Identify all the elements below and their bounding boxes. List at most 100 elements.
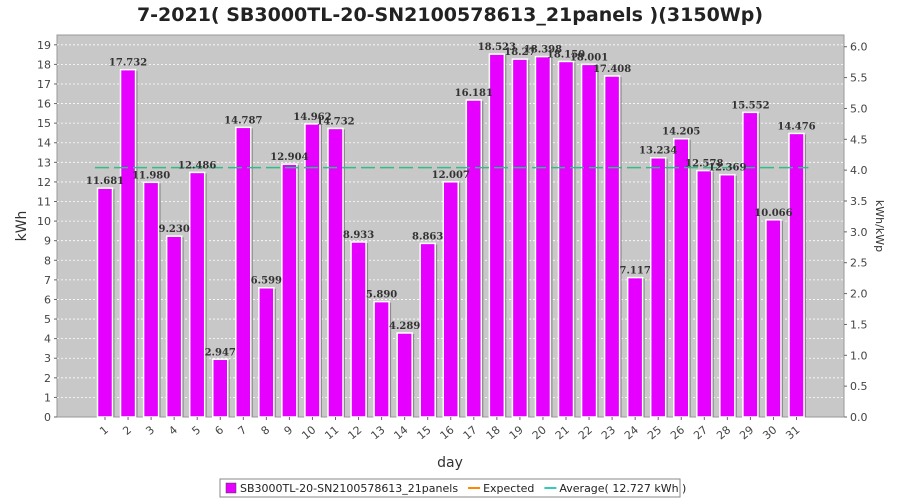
data-label: 8.863	[412, 231, 443, 242]
bar	[281, 163, 298, 418]
y-tick-label: 7	[44, 274, 51, 287]
y-right-tick-label: 1.5	[850, 318, 868, 331]
legend-label: Average( 12.727 kWh )	[559, 482, 686, 495]
y-tick-label: 11	[37, 196, 51, 209]
y-tick-label: 8	[44, 254, 51, 267]
x-tick-label: 1	[97, 423, 111, 437]
y-right-tick-label: 1.0	[850, 349, 868, 362]
x-axis: 1 2 3 4 5 6 7 8 9 10 11 12 13 14 15 16 17 18 19 20 21 22 23 24 2…	[97, 417, 802, 442]
y-tick-label: 5	[44, 313, 51, 326]
y-right-tick-label: 5.0	[850, 102, 868, 115]
x-tick-label: 19	[507, 423, 526, 442]
data-label: 18.001	[570, 52, 608, 63]
data-label: 17.408	[593, 64, 631, 75]
bar	[511, 58, 529, 418]
data-label: 14.787	[224, 115, 262, 126]
bar	[719, 173, 736, 418]
x-tick-label: 15	[415, 423, 434, 442]
data-label: 15.552	[731, 100, 769, 111]
x-tick-label: 31	[783, 423, 802, 442]
bar	[557, 60, 575, 418]
y-tick-label: 2	[44, 372, 51, 385]
x-tick-label: 29	[737, 423, 756, 442]
x-tick-label: 10	[299, 423, 318, 442]
data-label: 6.599	[251, 276, 282, 287]
y-tick-label: 10	[37, 215, 51, 228]
y-tick-label: 9	[44, 235, 51, 248]
legend-label: SB3000TL-20-SN2100578613_21panels	[240, 482, 458, 495]
bar	[696, 169, 713, 418]
bar	[96, 187, 114, 418]
y-right-tick-label: 3.5	[850, 195, 868, 208]
data-label: 13.234	[639, 146, 677, 157]
y-tick-label: 15	[37, 117, 51, 130]
x-tick-label: 21	[553, 423, 572, 442]
x-tick-label: 14	[391, 423, 410, 442]
x-tick-label: 27	[691, 423, 710, 442]
bar	[788, 132, 805, 418]
data-label: 12.904	[270, 152, 308, 163]
data-label: 16.181	[455, 88, 493, 99]
y-tick-label: 3	[44, 352, 51, 365]
bar	[396, 332, 413, 418]
y-axis-right: 0.0 0.5 1.0 1.5 2.0 2.5 3.0 3.5 4.0 4.5 5.0 5.5 6.0	[844, 41, 868, 424]
x-tick-label: 7	[236, 423, 250, 437]
data-label: 5.890	[366, 290, 397, 301]
x-tick-label: 26	[668, 423, 687, 442]
bar	[258, 286, 275, 418]
bar	[580, 63, 598, 418]
data-label: 12.369	[708, 163, 746, 174]
y-tick-label: 16	[37, 98, 51, 111]
data-label: 11.681	[86, 176, 124, 187]
data-label: 8.933	[343, 230, 374, 241]
bar	[603, 75, 621, 418]
y-right-tick-label: 3.0	[850, 226, 868, 239]
data-label: 11.980	[132, 170, 170, 181]
x-tick-label: 28	[714, 423, 733, 442]
x-tick-label: 18	[484, 423, 503, 442]
data-label: 18.523	[478, 42, 516, 53]
data-label: 12.578	[685, 159, 723, 170]
x-tick-label: 30	[760, 423, 779, 442]
y-right-tick-label: 0.0	[850, 411, 868, 424]
x-tick-label: 20	[530, 423, 549, 442]
bar	[188, 171, 206, 418]
value-labels: 11.681 17.732 11.980 9.230 12.486 2.947 14.787…	[86, 42, 816, 358]
data-label: 12.486	[178, 160, 216, 171]
y-axis-right-label: kWh/kWp	[873, 200, 886, 252]
bar	[442, 181, 459, 418]
x-tick-label: 2	[120, 423, 134, 437]
data-label: 14.476	[777, 121, 815, 132]
data-label: 14.962	[293, 112, 331, 123]
y-tick-label: 17	[37, 78, 51, 91]
bar	[327, 127, 344, 418]
x-tick-label: 16	[438, 423, 457, 442]
x-tick-label: 13	[368, 423, 387, 442]
y-tick-label: 14	[37, 137, 51, 150]
x-tick-label: 3	[143, 423, 157, 437]
x-axis-label: day	[437, 455, 463, 471]
bar	[673, 137, 690, 418]
legend-label: Expected	[483, 482, 534, 495]
y-right-tick-label: 5.5	[850, 72, 868, 85]
bar	[119, 68, 137, 418]
bar	[373, 300, 390, 418]
data-label: 12.007	[432, 170, 470, 181]
data-label: 9.230	[158, 224, 189, 235]
data-label: 14.732	[316, 116, 354, 127]
bar	[142, 181, 160, 418]
legend: SB3000TL-20-SN2100578613_21panels Expecte…	[219, 478, 686, 498]
x-tick-label: 22	[576, 423, 595, 442]
data-label: 14.205	[662, 127, 700, 138]
y-tick-label: 1	[44, 391, 51, 404]
x-tick-label: 11	[322, 423, 341, 442]
bar	[235, 126, 252, 418]
y-right-tick-label: 4.5	[850, 133, 868, 146]
bar	[765, 219, 782, 418]
x-tick-label: 12	[345, 423, 364, 442]
bar	[626, 276, 644, 418]
y-right-tick-label: 2.5	[850, 257, 868, 270]
bar	[488, 53, 506, 418]
